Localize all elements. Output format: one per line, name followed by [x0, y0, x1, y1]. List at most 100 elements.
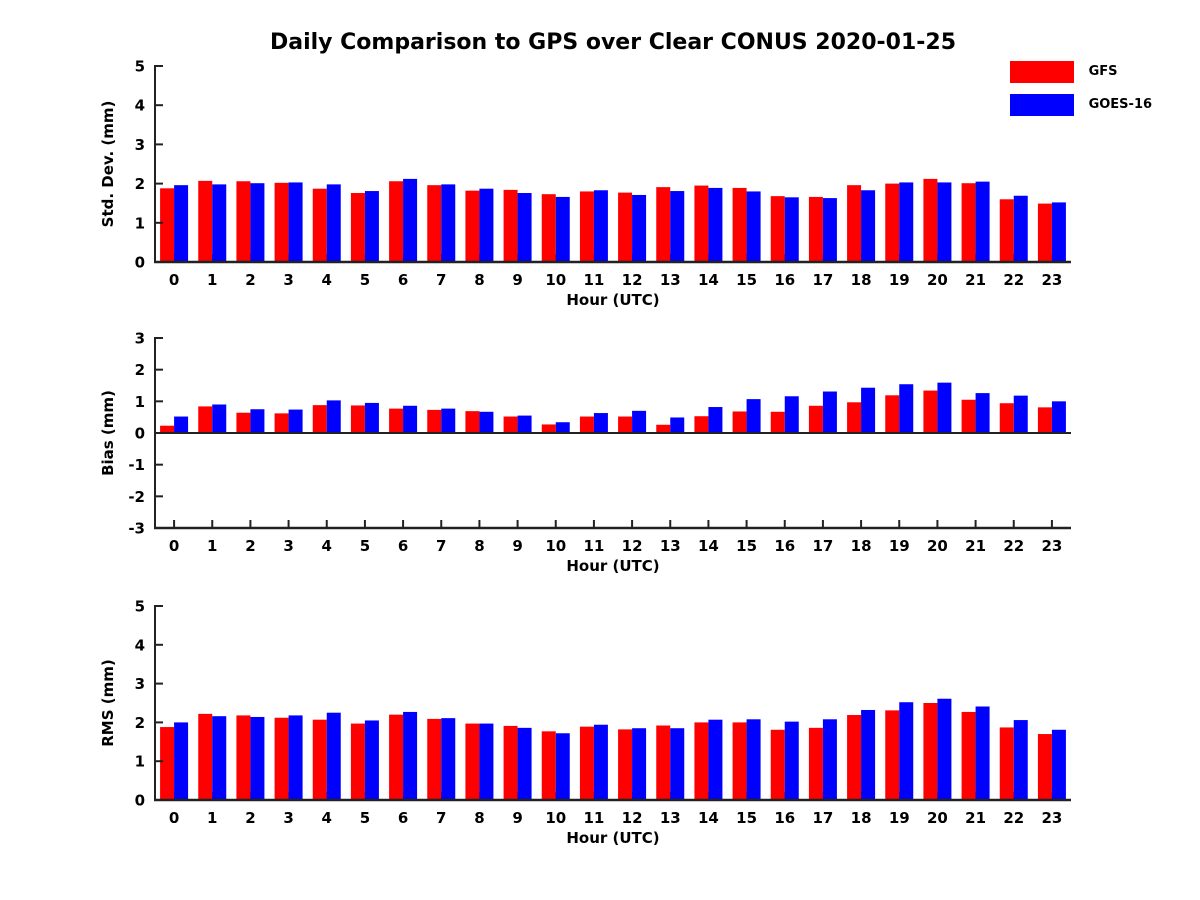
bar-gfs-hour17 — [808, 727, 823, 800]
bar-gfs-hour3 — [274, 182, 289, 262]
x-tick-label: 10 — [545, 271, 566, 289]
gfs-legend-label: GFS — [1088, 64, 1118, 79]
bar-gfs-hour4 — [312, 405, 327, 433]
bar-goes16-hour16 — [784, 197, 799, 262]
bar-gfs-hour18 — [847, 715, 862, 800]
bar-goes16-hour13 — [670, 191, 685, 262]
x-tick-label: 6 — [398, 809, 408, 827]
bar-goes16-hour19 — [899, 182, 914, 262]
bar-goes16-hour14 — [708, 719, 723, 800]
x-tick-label: 1 — [207, 537, 217, 555]
bar-goes16-hour20 — [937, 182, 952, 262]
x-tick-label: 21 — [965, 271, 986, 289]
x-tick-label: 1 — [207, 271, 217, 289]
y-tick-label: 2 — [135, 361, 145, 379]
x-tick-label: 11 — [583, 537, 604, 555]
bar-goes16-hour3 — [288, 715, 303, 800]
y-tick-label: 4 — [135, 97, 145, 115]
bar-gfs-hour13 — [656, 725, 671, 800]
x-tick-label: 13 — [660, 271, 681, 289]
bar-goes16-hour21 — [975, 393, 990, 433]
x-tick-label: 10 — [545, 809, 566, 827]
y-tick-label: 2 — [135, 714, 145, 732]
bar-goes16-hour4 — [326, 712, 341, 800]
bar-goes16-hour16 — [784, 721, 799, 800]
bar-goes16-hour9 — [517, 193, 532, 262]
bar-gfs-hour21 — [961, 711, 976, 800]
bar-gfs-hour12 — [618, 192, 633, 262]
x-tick-label: 20 — [927, 537, 948, 555]
y-tick-label: -2 — [128, 488, 145, 506]
x-tick-label: 22 — [1003, 537, 1024, 555]
x-tick-label: 4 — [322, 809, 332, 827]
bar-gfs-hour2 — [236, 181, 251, 262]
bar-gfs-hour14 — [694, 185, 709, 262]
x-tick-label: 13 — [660, 809, 681, 827]
bar-goes16-hour17 — [822, 391, 837, 433]
y-tick-label: 0 — [135, 425, 145, 443]
bar-goes16-hour6 — [403, 405, 418, 433]
x-tick-label: 17 — [812, 537, 833, 555]
bar-gfs-hour3 — [274, 413, 289, 433]
bar-goes16-hour17 — [822, 719, 837, 800]
bar-goes16-hour13 — [670, 728, 685, 800]
bar-goes16-hour18 — [861, 387, 876, 433]
bar-gfs-hour17 — [808, 405, 823, 433]
bar-gfs-hour10 — [541, 731, 556, 800]
bar-gfs-hour15 — [732, 187, 747, 262]
bar-goes16-hour0 — [174, 416, 189, 433]
x-tick-label: 14 — [698, 271, 719, 289]
bar-gfs-hour19 — [885, 183, 900, 262]
bar-goes16-hour15 — [746, 191, 761, 262]
bar-gfs-hour6 — [389, 181, 404, 262]
bar-goes16-hour0 — [174, 722, 189, 800]
legend: GFS GOES-16 — [1010, 61, 1152, 127]
bar-goes16-hour1 — [212, 184, 227, 262]
x-tick-label: 8 — [474, 537, 484, 555]
bar-gfs-hour13 — [656, 424, 671, 433]
x-tick-label: 3 — [283, 809, 293, 827]
bar-goes16-hour6 — [403, 178, 418, 262]
bar-gfs-hour17 — [808, 196, 823, 262]
bar-gfs-hour22 — [999, 199, 1014, 262]
y-tick-label: 3 — [135, 675, 145, 693]
y-tick-label: 1 — [135, 214, 145, 232]
bar-gfs-hour6 — [389, 714, 404, 800]
bar-goes16-hour15 — [746, 719, 761, 800]
bar-goes16-hour1 — [212, 404, 227, 433]
x-tick-label: 21 — [965, 537, 986, 555]
x-tick-label: 18 — [851, 809, 872, 827]
bar-gfs-hour0 — [160, 425, 175, 433]
x-tick-label: 5 — [360, 271, 370, 289]
bar-gfs-hour21 — [961, 183, 976, 262]
bar-gfs-hour1 — [198, 180, 213, 262]
x-tick-label: 4 — [322, 271, 332, 289]
x-tick-label: 12 — [622, 537, 643, 555]
bar-gfs-hour11 — [579, 191, 594, 262]
bar-goes16-hour17 — [822, 198, 837, 262]
bar-goes16-hour3 — [288, 409, 303, 433]
bar-gfs-hour6 — [389, 408, 404, 433]
bar-gfs-hour7 — [427, 185, 442, 262]
bar-gfs-hour20 — [923, 703, 938, 800]
bar-gfs-hour22 — [999, 403, 1014, 433]
bar-goes16-hour18 — [861, 190, 876, 262]
bar-goes16-hour8 — [479, 723, 494, 800]
bar-goes16-hour1 — [212, 716, 227, 800]
bar-goes16-hour5 — [364, 191, 379, 262]
bar-goes16-hour11 — [593, 724, 608, 800]
bar-goes16-hour21 — [975, 706, 990, 800]
bar-goes16-hour19 — [899, 702, 914, 800]
bar-gfs-hour1 — [198, 406, 213, 433]
x-tick-label: 14 — [698, 809, 719, 827]
x-tick-label: 0 — [169, 537, 179, 555]
bar-gfs-hour23 — [1037, 734, 1052, 800]
bar-gfs-hour5 — [350, 723, 365, 800]
bar-goes16-hour21 — [975, 181, 990, 262]
bar-gfs-hour3 — [274, 717, 289, 800]
bar-gfs-hour12 — [618, 416, 633, 433]
x-tick-label: 6 — [398, 537, 408, 555]
